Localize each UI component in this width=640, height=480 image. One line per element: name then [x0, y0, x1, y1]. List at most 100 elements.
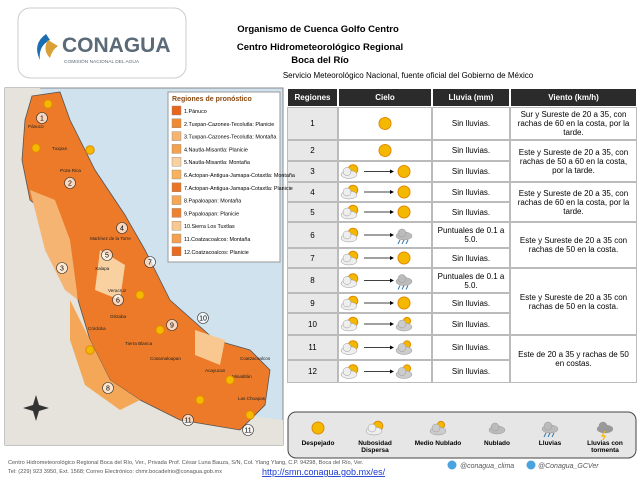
footer-url[interactable]: http://smn.conagua.gob.mx/es/	[262, 467, 386, 477]
region-number: 9	[170, 323, 174, 330]
cloud-icon	[429, 426, 447, 436]
table-header: Lluvia (mm)	[432, 88, 510, 107]
region-cell: 3	[287, 161, 338, 182]
cloud-icon	[490, 422, 500, 432]
sun-icon	[311, 421, 325, 435]
region-cell: 11	[287, 335, 338, 360]
region-number: 10	[199, 316, 207, 323]
table-header: Regiones	[287, 88, 338, 107]
sun-icon	[85, 345, 95, 355]
region-shape	[95, 250, 125, 300]
region-cell: 8	[287, 268, 338, 293]
wind-cell: Sur y Sureste de 20 a 35, con rachas de …	[510, 107, 637, 140]
city-label: Poza Rica	[60, 168, 81, 173]
region-marker	[242, 424, 254, 436]
city-label: Pánuco	[28, 124, 44, 129]
twitter-icon	[447, 460, 457, 470]
region-number: 1	[40, 116, 44, 123]
region-number: 7	[148, 260, 152, 267]
region-number: 11	[184, 418, 191, 425]
twitter[interactable]: @Conagua_GCVer	[538, 463, 599, 470]
sky-cell	[338, 161, 432, 182]
region-cell: 12	[287, 360, 338, 383]
twitter[interactable]: @conagua_clima	[460, 463, 514, 470]
sky-cell	[338, 182, 432, 202]
sun-icon	[372, 420, 384, 432]
legend-label: 12.Coatzacoalcos: Planicie	[184, 250, 249, 256]
region-number: 3	[60, 266, 64, 273]
wind-cell: Este y Sureste de 20 a 35 con rachas de …	[510, 222, 637, 268]
wind-cell: Este de 20 a 35 y rachas de 50 en costas…	[510, 335, 637, 383]
city-label: Córdoba	[88, 326, 106, 331]
region-shape	[195, 330, 225, 365]
sun-icon	[195, 395, 205, 405]
legend-swatch	[171, 182, 182, 193]
legend-swatch	[171, 156, 182, 167]
map-frame	[4, 87, 284, 446]
sky-cell	[338, 293, 432, 313]
legend-label: 10.Sierra Los Tuxtlas	[184, 224, 235, 230]
region-marker	[56, 262, 68, 274]
legend-label: 9.Papaloapan: Planicie	[184, 211, 239, 217]
table-header: Cielo	[338, 88, 432, 107]
region-marker	[166, 319, 178, 331]
city-label: Tuxpan	[52, 146, 68, 151]
sun-icon	[155, 325, 165, 335]
legend-label: 4.Nautla-Misantla: Planicie	[184, 147, 248, 153]
rain-cell: Sin lluvias.	[432, 202, 510, 222]
table-header: Viento (km/h)	[510, 88, 637, 107]
region-cell: 10	[287, 313, 338, 335]
rain-cell: Sin lluvias.	[432, 140, 510, 161]
wind-cell: Este y Sureste de 20 a 35, con rachas de…	[510, 182, 637, 222]
sky-cell	[338, 140, 432, 161]
region-cell: 4	[287, 182, 338, 202]
map-legend	[167, 91, 281, 263]
city-label: Veracruz	[108, 288, 127, 293]
key-label: Nubosidad Dispersa	[358, 440, 392, 454]
legend-label: 1.Pánuco	[184, 109, 207, 115]
rain-cell: Sin lluvias.	[432, 107, 510, 140]
rain-icon	[551, 432, 555, 438]
legend-swatch	[171, 131, 182, 141]
region-shape	[70, 300, 140, 410]
rain-icon	[543, 432, 547, 438]
region-marker	[112, 294, 124, 306]
cloud-icon	[488, 425, 506, 435]
region-number: 6	[116, 298, 120, 305]
legend-label: 2.Tuxpan-Cazones-Tecolutla: Planicie	[184, 122, 274, 128]
legend-label: 6.Actopan-Antigua-Jamapa-Cotaxtla: Monta…	[184, 173, 295, 179]
sky-cell	[338, 222, 432, 248]
sun-icon	[135, 290, 145, 300]
city-label: Acayucan	[205, 368, 226, 373]
region-marker	[101, 249, 113, 261]
veracruz	[21, 91, 271, 431]
region-marker	[144, 256, 156, 268]
sky-cell	[338, 107, 432, 140]
key-label: Nublado	[484, 440, 510, 447]
region-cell: 2	[287, 140, 338, 161]
map-land	[5, 88, 283, 445]
legend-swatch	[171, 169, 182, 180]
org: Organismo de Cuenca Golfo Centro	[237, 24, 399, 35]
rain-cell: Puntuales de 0.1 a 5.0.	[432, 222, 510, 248]
rain-cell: Sin lluvias.	[432, 360, 510, 383]
cloud-icon	[596, 424, 614, 434]
rain-cell: Sin lluvias.	[432, 335, 510, 360]
legend-swatch	[171, 105, 182, 116]
city-label: Las Choapas	[238, 396, 266, 401]
center: Centro Hidrometeorológico Regional	[237, 42, 403, 53]
place: Boca del Río	[291, 55, 349, 66]
logo-icon	[45, 40, 58, 58]
city-label: Martínez de la Torre	[90, 236, 131, 241]
legend-title: Regiones de pronóstico	[172, 96, 252, 103]
rain-cell: Sin lluvias.	[432, 293, 510, 313]
sky-cell	[338, 268, 432, 293]
subtitle: Servicio Meteorológico Nacional, fuente …	[283, 71, 534, 80]
sun-icon	[245, 410, 255, 420]
key-label: Lluvias	[538, 440, 562, 447]
region-marker	[182, 414, 194, 426]
sky-cell	[338, 248, 432, 268]
city-label: Tierra Blanca	[125, 341, 153, 346]
wind-cell: Este y Sureste de 20 a 35, con rachas de…	[510, 140, 637, 182]
